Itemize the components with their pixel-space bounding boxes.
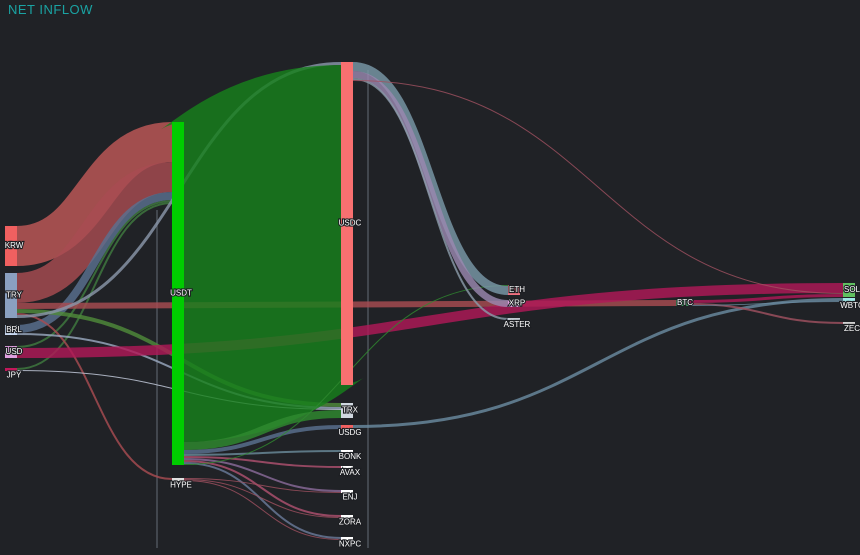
node-label: ZORA [339, 518, 362, 527]
flow-link [16, 192, 173, 333]
node-label: JPY [7, 371, 22, 380]
flow-link [352, 80, 844, 294]
flow-link [352, 71, 509, 307]
flow-link [352, 298, 844, 428]
node [508, 318, 520, 320]
node [172, 122, 184, 465]
node [508, 285, 520, 295]
flow-link [183, 460, 342, 517]
node-label: USDC [339, 219, 362, 228]
node [843, 298, 855, 302]
node-label: HYPE [170, 481, 192, 490]
flow-link [687, 301, 844, 306]
node [5, 368, 17, 371]
flow-link [16, 202, 173, 370]
node [341, 425, 353, 429]
flow-link [352, 78, 509, 320]
flow-link [183, 480, 342, 540]
node-label: USDT [170, 289, 192, 298]
node-label: ASTER [504, 320, 531, 329]
flow-link [183, 478, 342, 493]
node-label: USDG [338, 428, 361, 437]
node-label: BONK [339, 452, 362, 461]
node [341, 403, 353, 418]
chart-title: NET INFLOW [8, 2, 93, 17]
flow-link [183, 450, 342, 456]
node [676, 300, 688, 306]
node-label: XRP [509, 299, 525, 308]
node-label: NXPC [339, 540, 361, 549]
node [843, 283, 855, 297]
node-label: AVAX [340, 468, 361, 477]
node [5, 325, 17, 335]
node [341, 466, 353, 468]
flow-link [16, 283, 844, 358]
node-label: TRY [6, 291, 23, 300]
flow-link [16, 200, 173, 348]
node [5, 226, 17, 266]
flow-link [15, 122, 174, 266]
node [5, 346, 17, 358]
node-label: BTC [677, 298, 693, 307]
node [341, 537, 353, 540]
node-label: WBTC [840, 301, 860, 310]
node [172, 478, 184, 481]
flow-link [157, 65, 368, 442]
node [5, 273, 17, 318]
flow-link [183, 479, 342, 518]
flow-link [183, 456, 342, 468]
node-label: ENJ [342, 493, 357, 502]
flow-link [183, 462, 342, 539]
node-label: ETH [509, 285, 525, 294]
node [341, 515, 353, 518]
links [15, 62, 844, 540]
node [508, 300, 520, 307]
flow-link [687, 303, 844, 324]
flow-link [15, 162, 174, 303]
node-label: TRX [342, 406, 359, 415]
node [341, 62, 353, 385]
labels: KRW TRY BRL USD JPY USDT HYPE USDC TRX USDG BONK AV… [4, 218, 860, 550]
flow-link [16, 313, 173, 480]
node-label: ZEC [844, 324, 860, 333]
node [341, 450, 353, 452]
node-label: USD [6, 347, 23, 356]
flow-link [183, 458, 342, 492]
node-label: SOL [844, 285, 860, 294]
node [341, 490, 353, 493]
nodes [5, 62, 855, 540]
flow-link [183, 425, 342, 454]
node-label: BRL [6, 325, 22, 334]
flow-link [687, 294, 844, 303]
node [843, 322, 855, 324]
flow-link [183, 410, 342, 450]
node-label: KRW [5, 241, 24, 250]
